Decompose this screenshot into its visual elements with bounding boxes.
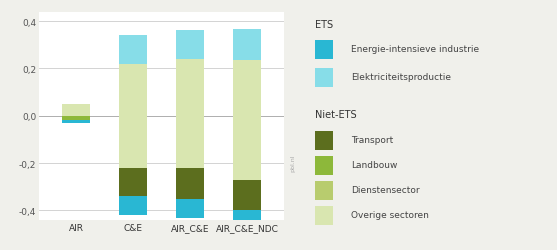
Bar xyxy=(62,104,90,116)
Bar xyxy=(119,64,147,116)
Bar xyxy=(176,199,204,218)
Bar xyxy=(62,116,90,121)
Bar xyxy=(119,36,147,64)
Text: ETS: ETS xyxy=(315,20,333,30)
Bar xyxy=(176,31,204,60)
Text: Elektriciteitsproductie: Elektriciteitsproductie xyxy=(351,72,451,82)
Text: Transport: Transport xyxy=(351,135,393,144)
Bar xyxy=(176,116,204,168)
Bar xyxy=(119,168,147,196)
Bar xyxy=(119,196,147,215)
Text: pbl.nl: pbl.nl xyxy=(290,154,295,171)
Text: Overige sectoren: Overige sectoren xyxy=(351,210,429,219)
Bar xyxy=(233,180,261,210)
Text: Niet-ETS: Niet-ETS xyxy=(315,110,356,120)
Bar xyxy=(176,168,204,199)
Bar xyxy=(233,210,261,232)
Text: Landbouw: Landbouw xyxy=(351,160,397,169)
Bar xyxy=(176,60,204,116)
Text: Energie-intensieve industrie: Energie-intensieve industrie xyxy=(351,45,479,54)
Bar xyxy=(233,30,261,61)
Bar xyxy=(233,61,261,116)
Text: Dienstensector: Dienstensector xyxy=(351,185,419,194)
Bar xyxy=(233,116,261,180)
Bar xyxy=(119,116,147,168)
Bar xyxy=(62,121,90,123)
